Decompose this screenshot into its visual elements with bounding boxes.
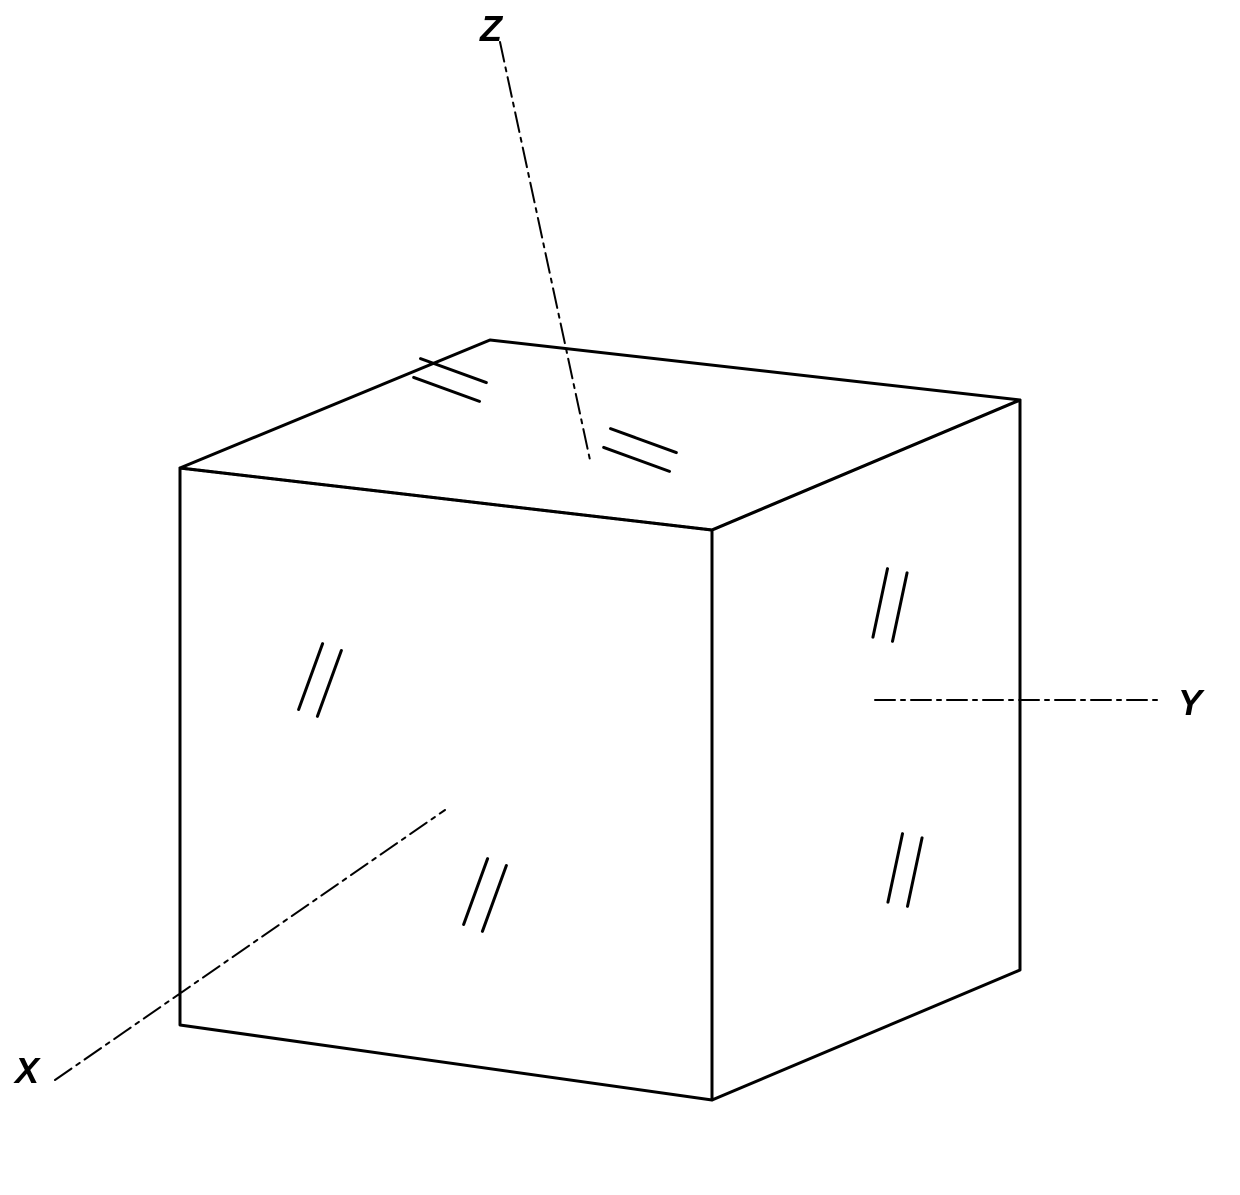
axis-y-label: Y xyxy=(1178,682,1202,724)
cube-diagram xyxy=(0,0,1240,1195)
axis-z-label: Z xyxy=(480,8,502,50)
axis-x-label: X xyxy=(15,1050,39,1092)
